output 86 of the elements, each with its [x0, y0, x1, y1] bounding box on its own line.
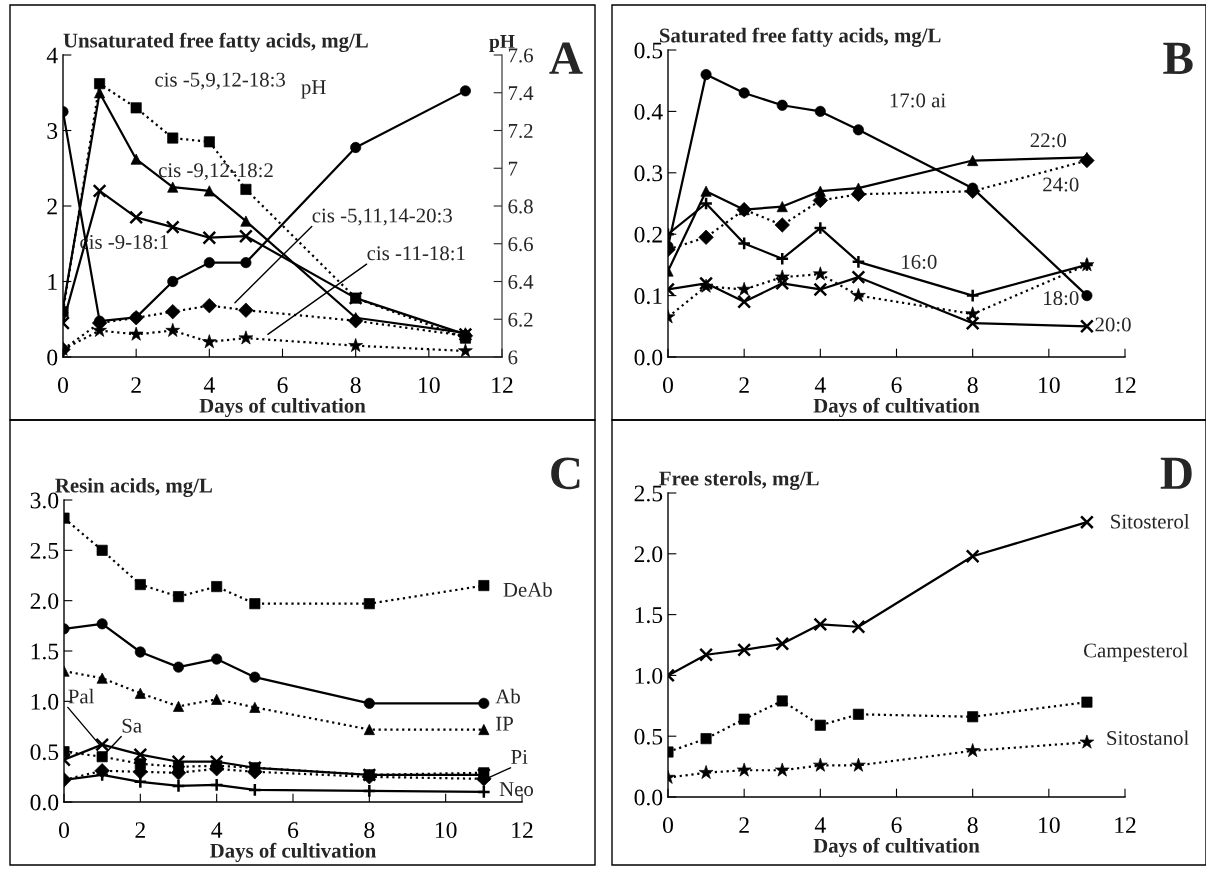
- x-tick-label: 6: [288, 822, 299, 839]
- series-label: Campesterol: [1083, 642, 1188, 662]
- x-tick-label: 10: [435, 822, 457, 839]
- y-tick-label: 0.1: [634, 288, 662, 305]
- x-tick-label: 8: [350, 377, 361, 394]
- series-label: 18:0: [1044, 291, 1079, 306]
- y2-tick-label: 6.4: [508, 274, 534, 290]
- y-tick-label: 2.0: [634, 546, 663, 563]
- x-tick-label: 4: [814, 817, 826, 833]
- series-label: Neo: [499, 782, 534, 797]
- x-tick-label: 12: [512, 822, 533, 838]
- y-tick-label: 0: [47, 349, 58, 366]
- text: C: [551, 457, 580, 490]
- y-axis-title: Unsaturated free fatty acids, mg/L: [63, 32, 368, 52]
- x-tick-label: 6: [891, 817, 902, 834]
- y-tick-label: 3.0: [30, 492, 59, 509]
- series-label: Pi: [511, 749, 528, 764]
- y-tick-label: 0.0: [634, 349, 663, 366]
- y-tick-label: 2: [47, 198, 57, 215]
- series-label: 22:0: [1030, 133, 1067, 148]
- series-label: Pal: [68, 688, 95, 704]
- y2-tick-label: 6: [508, 350, 518, 365]
- y2-tick-label: 7: [508, 161, 518, 176]
- y-tick-label: 2.5: [30, 542, 59, 559]
- series-label: Sa: [122, 718, 142, 733]
- y2-tick-label: 7.2: [508, 123, 533, 139]
- x-tick-label: 8: [364, 822, 375, 839]
- y-tick-label: 3: [47, 123, 58, 139]
- x-tick-label: 10: [1039, 817, 1060, 834]
- series-label: 24:0: [1043, 177, 1079, 192]
- y2-tick-label: 6.8: [508, 199, 533, 214]
- series-label: cis -9,12-18:2: [158, 163, 273, 181]
- text: pH: [301, 80, 326, 99]
- text: D: [1160, 457, 1192, 489]
- x-axis-title: Days of cultivation: [199, 397, 366, 418]
- y-tick-label: 2.5: [634, 485, 663, 502]
- series-label: cis -5,9,12-18:3: [155, 72, 285, 90]
- series-label: DeAb: [503, 582, 552, 597]
- text: cis -5,11,14-20:3: [312, 208, 452, 226]
- y-tick-label: 0.0: [634, 789, 663, 806]
- series-label: 16:0: [902, 254, 937, 269]
- x-tick-label: 12: [1115, 377, 1136, 393]
- x-tick-label: 2: [135, 822, 145, 838]
- x-tick-label: 12: [1115, 817, 1136, 833]
- y-tick-label: 0.5: [30, 744, 59, 761]
- x-tick-label: 4: [203, 377, 215, 393]
- y2-tick-label: 6.6: [508, 237, 533, 252]
- y-tick-label: 0.5: [634, 728, 663, 745]
- series-label: Sitostanol: [1107, 730, 1189, 746]
- text: B: [1163, 42, 1193, 74]
- y-tick-label: 0.2: [634, 226, 662, 243]
- y-tick-label: 4: [46, 47, 58, 64]
- x-axis-title: Days of cultivation: [813, 837, 980, 858]
- y-tick-label: 2.0: [30, 593, 59, 610]
- y-tick-label: 1.0: [635, 667, 663, 684]
- x-tick-label: 6: [891, 377, 902, 394]
- series-label: 17:0 ai: [890, 93, 946, 108]
- x-tick-label: 8: [967, 377, 978, 394]
- text: A: [549, 42, 583, 74]
- y-tick-label: 0.0: [30, 794, 59, 811]
- x-tick-label: 2: [739, 817, 749, 833]
- x-tick-label: 10: [1039, 377, 1060, 394]
- x-tick-label: 4: [814, 377, 826, 393]
- x-tick-label: 12: [492, 377, 513, 393]
- y2-tick-label: 6.2: [508, 312, 533, 327]
- y-tick-label: 1: [48, 274, 57, 290]
- series-label: Sitosterol: [1111, 513, 1190, 529]
- x-tick-label: 2: [739, 377, 749, 393]
- y-tick-label: 0.4: [634, 103, 663, 120]
- x-tick-label: 6: [277, 377, 288, 394]
- y-tick-label: 0.5: [634, 42, 663, 59]
- x-tick-label: 8: [967, 817, 978, 834]
- y2-tick-label: 7.4: [508, 86, 534, 101]
- x-axis-title: Days of cultivation: [813, 397, 980, 418]
- y-tick-label: 1.5: [635, 607, 663, 624]
- x-tick-label: 4: [211, 822, 223, 838]
- x-tick-label: 2: [131, 377, 141, 393]
- series-label: 20:0: [1095, 317, 1131, 332]
- text: cis -11-18:1: [367, 246, 465, 261]
- series-label: Ab: [495, 688, 520, 704]
- x-tick-label: 10: [419, 377, 440, 394]
- y-tick-label: 0.3: [634, 165, 663, 182]
- series-label: IP: [496, 716, 513, 731]
- y-tick-label: 1.5: [31, 643, 59, 660]
- y-tick-label: 1.0: [31, 693, 59, 710]
- x-axis-title: Days of cultivation: [210, 842, 377, 863]
